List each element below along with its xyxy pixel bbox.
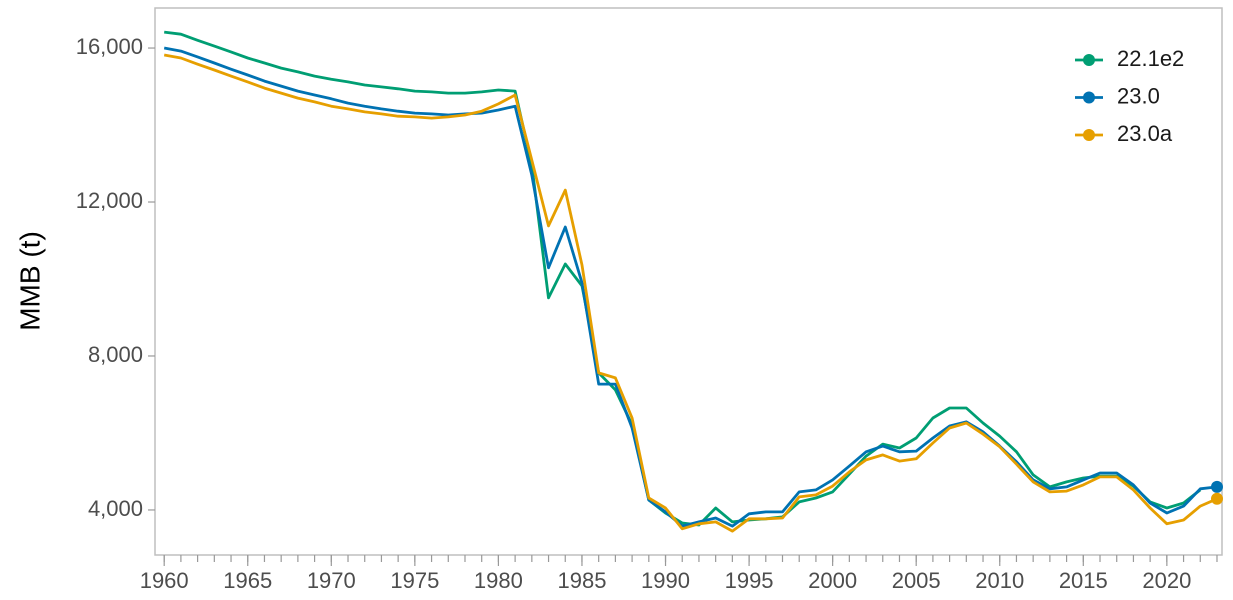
legend-marker [1083, 54, 1095, 66]
y-tick-label: 16,000 [76, 34, 143, 59]
y-axis-label: MMB (t) [14, 231, 45, 331]
x-tick-label: 2005 [892, 568, 941, 593]
x-tick-label: 1995 [725, 568, 774, 593]
end-point [1210, 480, 1223, 493]
y-tick-label: 4,000 [88, 496, 143, 521]
legend-marker [1083, 129, 1095, 141]
series-line [163, 46, 1218, 528]
x-tick-label: 1985 [557, 568, 606, 593]
series-line [164, 30, 1202, 527]
x-tick-label: 2000 [808, 568, 857, 593]
legend-label: 23.0a [1117, 121, 1173, 146]
y-tick-label: 8,000 [88, 342, 143, 367]
x-tick-label: 1975 [390, 568, 439, 593]
legend-label: 22.1e2 [1117, 46, 1184, 71]
legend-marker [1083, 91, 1095, 104]
end-point [1210, 492, 1223, 505]
x-tick-label: 1965 [223, 568, 272, 593]
x-tick-label: 2020 [1142, 568, 1191, 593]
x-tick-label: 1960 [140, 568, 189, 593]
x-tick-label: 1990 [641, 568, 690, 593]
x-tick-label: 2010 [975, 568, 1024, 593]
legend-label: 23.0 [1117, 83, 1160, 108]
plot-frame [154, 7, 1223, 556]
x-tick-label: 2015 [1059, 568, 1108, 593]
x-tick-label: 1970 [307, 568, 356, 593]
y-tick-label: 12,000 [76, 188, 143, 213]
series-line [163, 53, 1218, 533]
x-tick-label: 1980 [474, 568, 523, 593]
